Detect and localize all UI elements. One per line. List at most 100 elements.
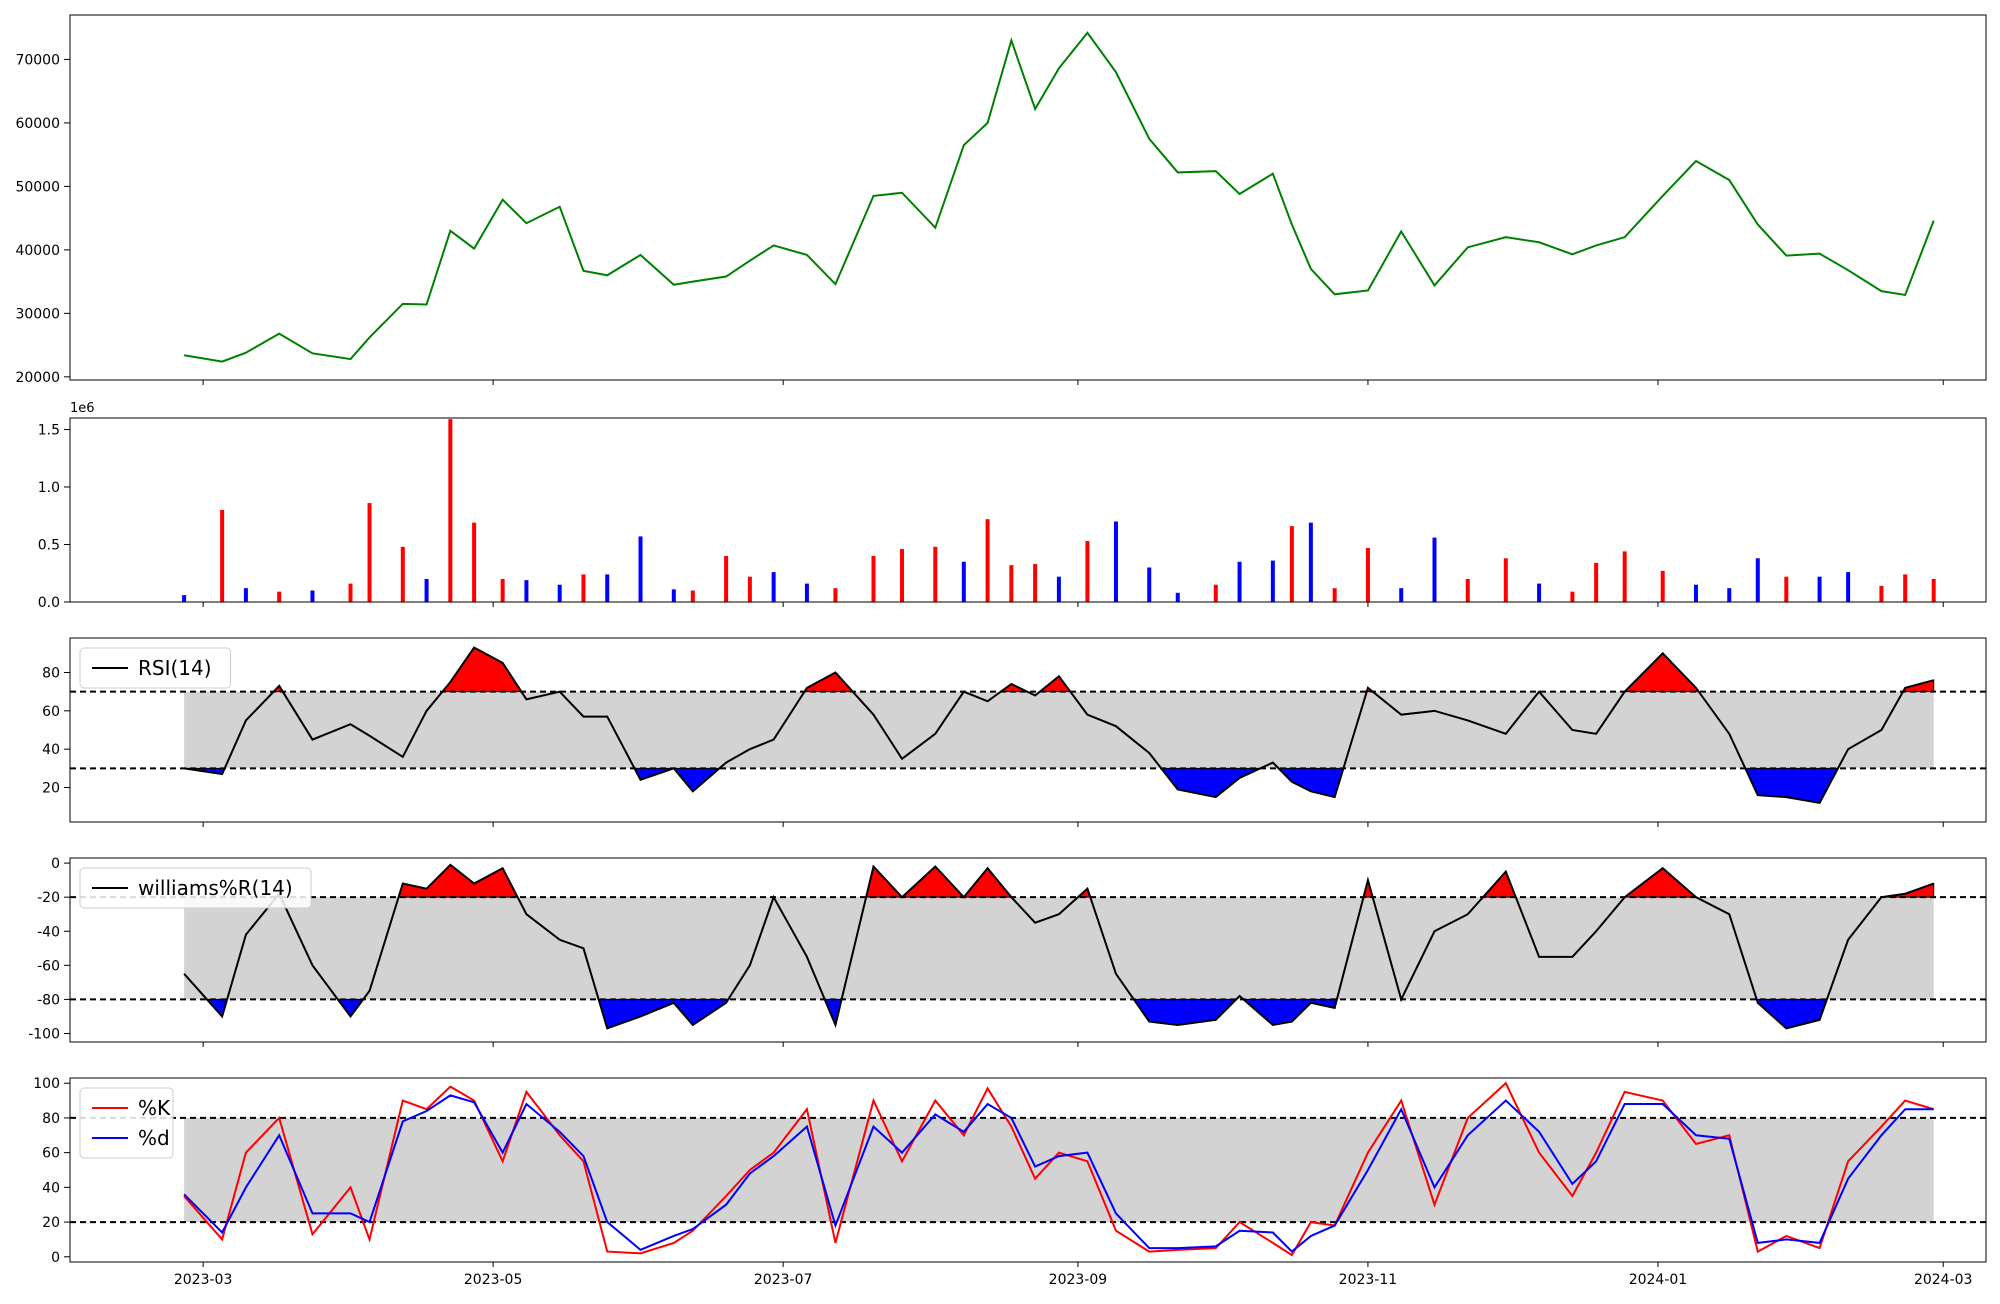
rsi-threshold-band (184, 691, 1934, 769)
volume-bar (1903, 574, 1908, 602)
stochastic-threshold-band (184, 1117, 1934, 1223)
volume-bar (833, 588, 838, 602)
volume-bar (1503, 558, 1508, 602)
volume-bar (1693, 584, 1698, 602)
volume-bar (1033, 564, 1038, 602)
volume-bar (985, 519, 990, 602)
volume-bar (1622, 551, 1627, 602)
y-tick-label: 0.5 (38, 538, 60, 554)
williams-axes-frame (69, 857, 1987, 1043)
volume-bar (557, 584, 562, 602)
x-tick-label: 2023-03 (174, 1272, 233, 1288)
legend-label: %d (138, 1126, 170, 1150)
rsi-line (183, 646, 1934, 804)
volume-bar (1432, 537, 1437, 602)
stochastic-axes-frame (69, 1077, 1987, 1263)
volume-bar (220, 510, 225, 602)
legend-label: %K (138, 1096, 171, 1120)
williams-panel: 0 -20 -40 -60 -80 -100 williams%R(14) (28, 856, 1987, 1047)
volume-bar (1289, 526, 1294, 602)
volume-bar (424, 579, 429, 602)
stochastic-legend: %K %d (79, 1087, 174, 1159)
y-tick-label: 40 (42, 742, 60, 758)
y-tick-label: 30000 (15, 306, 60, 322)
volume-bar (1332, 588, 1337, 602)
volume-bar (1365, 547, 1370, 602)
volume-bar (348, 583, 353, 602)
volume-bar (1784, 576, 1789, 602)
volume-bar (310, 590, 315, 602)
y-tick-label: 1.5 (38, 423, 60, 439)
volume-bar (724, 556, 729, 602)
y-tick-label: 1.0 (38, 480, 60, 496)
y-tick-label: -100 (28, 1026, 60, 1042)
x-tick-label: 2023-05 (464, 1272, 523, 1288)
y-tick-label: 70000 (15, 52, 60, 68)
y-tick-label: 20 (42, 781, 60, 797)
rsi-axes-frame (69, 637, 1987, 823)
y-tick-label: 40000 (15, 243, 60, 259)
volume-bar (605, 574, 610, 602)
volume-bar (900, 549, 905, 602)
volume-bar (1213, 584, 1218, 602)
williams-threshold-band (184, 897, 1934, 1000)
volume-bar (690, 590, 695, 602)
volume-axes-frame (69, 417, 1987, 603)
x-tick-label: 2023-09 (1049, 1272, 1108, 1288)
volume-bar (1537, 583, 1542, 602)
x-tick-label: 2023-11 (1339, 1272, 1398, 1288)
volume-bar (638, 536, 643, 602)
y-tick-label: 0.0 (38, 595, 60, 611)
rsi-panel: 20 40 60 80 RSI(14) (42, 637, 1987, 827)
volume-bar (581, 574, 586, 602)
volume-bar (1570, 591, 1575, 602)
price-axes-frame (69, 14, 1987, 381)
volume-bar (961, 561, 966, 602)
volume-bar (182, 595, 187, 602)
y-tick-label: -20 (37, 890, 60, 906)
price-panel: 20000 30000 40000 50000 60000 70000 (15, 14, 1987, 386)
x-tick-label: 2023-07 (754, 1272, 813, 1288)
volume-bar (871, 556, 876, 602)
y-tick-label: 100 (33, 1076, 60, 1092)
volume-bar (1660, 570, 1665, 602)
volume-bar (277, 591, 282, 602)
legend-box (79, 647, 231, 689)
volume-bar (1270, 560, 1275, 602)
legend-label: RSI(14) (138, 656, 212, 680)
volume-bar (500, 579, 505, 602)
volume-bar (747, 576, 752, 602)
volume-bar (1308, 522, 1313, 602)
x-tick-label: 2024-03 (1914, 1272, 1973, 1288)
rsi-legend: RSI(14) (79, 647, 231, 689)
y-tick-label: -60 (37, 958, 60, 974)
volume-bar (1175, 592, 1180, 602)
volume-bar (1594, 562, 1599, 602)
y-tick-label: 40 (42, 1180, 60, 1196)
volume-bar (1817, 576, 1822, 602)
volume-bar (1846, 572, 1851, 602)
volume-bar (243, 588, 248, 602)
volume-bar (671, 589, 676, 602)
y-tick-label: 60 (42, 1146, 60, 1162)
volume-bar (1237, 561, 1242, 602)
volume-bar (1113, 521, 1118, 602)
volume-bar (1085, 541, 1090, 602)
volume-bar (472, 522, 477, 602)
stochastic-panel: 0 20 40 60 80 100 %K %d (33, 1076, 1987, 1267)
williams-legend: williams%R(14) (79, 867, 312, 909)
legend-label: williams%R(14) (138, 876, 293, 900)
y-tick-label: 0 (51, 856, 60, 872)
legend-box (79, 867, 312, 909)
series-line-k (183, 1081, 1934, 1257)
y-tick-label: 50000 (15, 179, 60, 195)
y-tick-label: 80 (42, 666, 60, 682)
y-tick-label: -40 (37, 924, 60, 940)
volume-bar (933, 546, 938, 602)
y-tick-label: 60000 (15, 116, 60, 132)
y-tick-label: 0 (51, 1250, 60, 1266)
volume-bar (1147, 567, 1152, 602)
legend-box (79, 1087, 174, 1159)
volume-bar (1931, 579, 1936, 602)
